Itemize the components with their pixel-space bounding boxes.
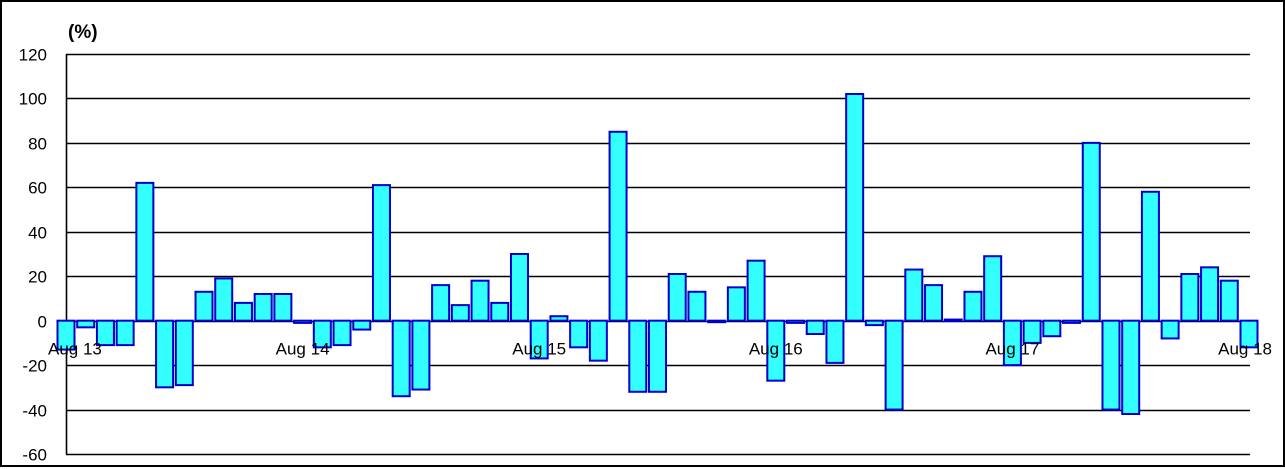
bar [431, 284, 451, 322]
bar [1002, 319, 1022, 367]
bar [746, 259, 766, 322]
y-tick-label: 120 [19, 46, 47, 65]
bar [174, 319, 194, 387]
bar [253, 293, 273, 322]
bar [391, 319, 411, 398]
bar [825, 319, 845, 364]
y-tick-label: 20 [28, 268, 47, 287]
x-tick-label: Aug 14 [276, 340, 330, 359]
bar [194, 290, 214, 322]
bar [450, 304, 470, 322]
bar [1180, 273, 1200, 322]
bar [490, 301, 510, 322]
bar [588, 319, 608, 362]
bar [1101, 319, 1121, 411]
x-tick-label: Aug 17 [985, 340, 1039, 359]
y-tick-label: 40 [28, 224, 47, 243]
bar [569, 319, 589, 349]
bar [924, 284, 944, 322]
bar [214, 277, 234, 322]
bar [1022, 319, 1042, 344]
bar [726, 286, 746, 322]
x-tick-label: Aug 16 [749, 340, 803, 359]
y-tick-label: 100 [19, 90, 47, 109]
bar [293, 319, 313, 324]
bar [371, 184, 391, 322]
bar [352, 319, 372, 331]
y-tick-label: 0 [38, 313, 47, 332]
bar [56, 319, 76, 351]
bar [1219, 279, 1239, 322]
bar [95, 319, 115, 347]
bar [963, 290, 983, 322]
bar [1121, 319, 1141, 415]
bar [509, 253, 529, 322]
y-tick-label: -40 [22, 402, 47, 421]
bar [312, 319, 332, 349]
bar [667, 273, 687, 322]
bar [1239, 319, 1259, 349]
bar [805, 319, 825, 335]
bar [845, 93, 865, 322]
bar [943, 318, 963, 323]
bar [648, 319, 667, 393]
bar [76, 319, 96, 329]
bar [233, 301, 253, 322]
bar [273, 293, 293, 322]
bar [707, 319, 727, 324]
bar [766, 319, 786, 382]
bar [1081, 141, 1101, 322]
bar [332, 319, 352, 347]
y-tick-label: -20 [22, 357, 47, 376]
bar [786, 319, 806, 324]
bar [1200, 266, 1220, 322]
y-tick-label: 60 [28, 179, 47, 198]
y-tick-label: 80 [28, 135, 47, 154]
y-unit-label: (%) [68, 22, 98, 43]
bar [687, 290, 707, 322]
bar [470, 279, 490, 322]
bar [155, 319, 175, 389]
x-tick-label: Aug 15 [512, 340, 566, 359]
bar [1160, 319, 1180, 340]
y-tick-label: -60 [22, 446, 47, 465]
bar [628, 319, 648, 393]
gridlines [65, 53, 1250, 456]
bar [608, 130, 628, 322]
bars [56, 93, 1259, 415]
x-tick-label: Aug 13 [48, 340, 102, 359]
x-tick-label: Aug 18 [1218, 340, 1272, 359]
bar [411, 319, 431, 391]
y-tick-labels: 120 100 80 60 40 20 0 -20 -40 -60 [19, 46, 47, 465]
bar [1062, 319, 1082, 324]
bar [1140, 190, 1160, 322]
bar [529, 319, 549, 360]
bar [549, 315, 569, 322]
bar [1042, 319, 1062, 338]
bar [904, 268, 924, 322]
bar [864, 319, 884, 327]
bar [983, 255, 1003, 322]
x-tick-labels: Aug 13 Aug 14 Aug 15 Aug 16 Aug 17 Aug 18 [48, 340, 1272, 359]
bar [135, 181, 155, 322]
bar [884, 319, 904, 411]
bar [115, 319, 135, 347]
